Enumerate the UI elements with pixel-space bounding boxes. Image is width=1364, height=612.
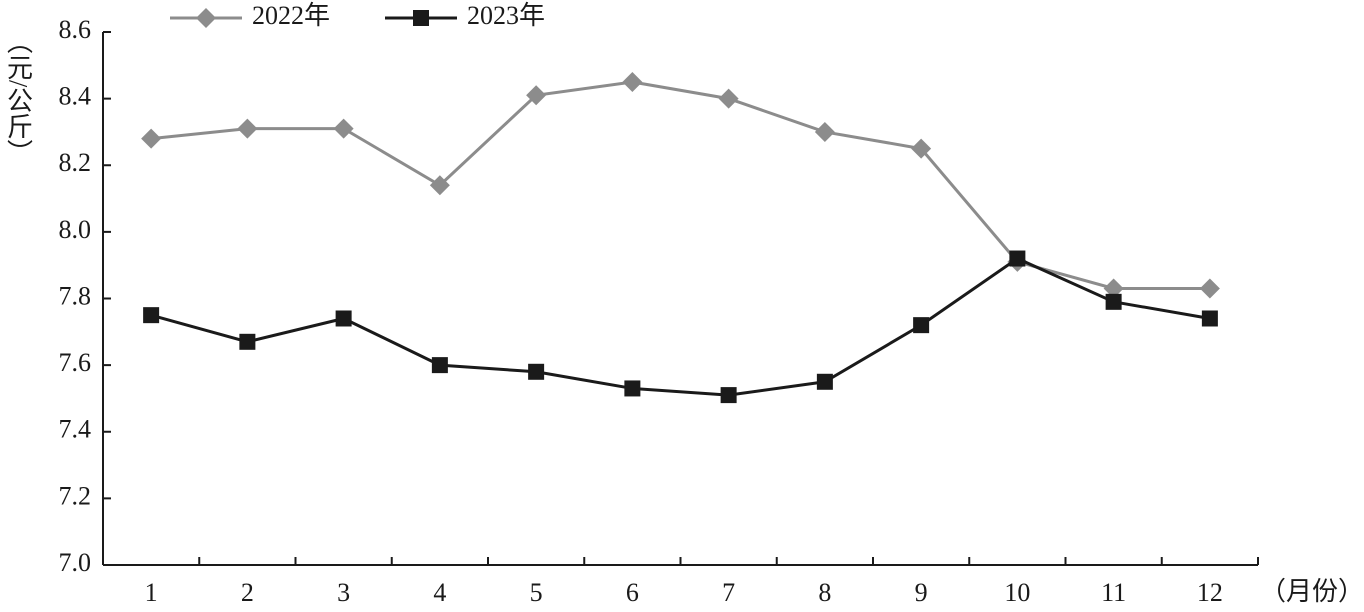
data-point [1009, 250, 1026, 267]
y-tick-label: 8.6 [59, 15, 92, 44]
data-point [429, 175, 450, 196]
data-point [239, 333, 256, 350]
data-point [333, 118, 354, 139]
legend-label: 2023年 [467, 1, 545, 30]
data-point [1103, 278, 1124, 299]
x-tick-label: 10 [1004, 578, 1030, 607]
data-point [624, 380, 641, 397]
data-point [816, 373, 833, 390]
x-tick-label: 5 [530, 578, 543, 607]
y-tick-label: 7.2 [59, 481, 92, 510]
data-point [237, 118, 258, 139]
data-point [720, 387, 737, 404]
data-point [911, 138, 932, 159]
y-tick-label: 7.0 [59, 548, 92, 577]
data-point [1199, 278, 1220, 299]
data-point [528, 363, 545, 380]
data-point [718, 88, 739, 109]
x-tick-label: 6 [626, 578, 639, 607]
x-tick-label: 9 [915, 578, 928, 607]
data-point [431, 357, 448, 374]
data-point [1201, 310, 1218, 327]
x-tick-label: 11 [1101, 578, 1126, 607]
series-line [150, 80, 1210, 291]
x-tick-label: 7 [722, 578, 735, 607]
data-point [335, 310, 352, 327]
x-tick-label: 4 [433, 578, 446, 607]
y-tick-label: 7.8 [59, 281, 92, 310]
y-tick-label: 7.6 [59, 348, 92, 377]
x-axis-title: （月份） [1260, 577, 1364, 606]
x-tick-label: 2 [241, 578, 254, 607]
data-point [1105, 293, 1122, 310]
data-point [913, 317, 930, 334]
legend-label: 2022年 [252, 1, 330, 30]
y-tick-label: 8.0 [59, 215, 92, 244]
x-tick-label: 12 [1197, 578, 1223, 607]
data-point [622, 71, 643, 92]
x-tick-label: 8 [818, 578, 831, 607]
legend-marker [196, 8, 216, 28]
y-tick-label: 7.4 [59, 415, 92, 444]
y-axis-title: （元/公斤） [4, 28, 33, 165]
legend-marker [413, 10, 429, 26]
data-point [814, 121, 835, 142]
y-tick-label: 8.4 [59, 82, 92, 111]
series-line [150, 256, 1211, 397]
data-point [141, 128, 162, 149]
x-tick-label: 1 [145, 578, 158, 607]
x-tick-label: 3 [337, 578, 350, 607]
y-tick-label: 8.2 [59, 148, 92, 177]
data-point [143, 307, 160, 324]
data-point [526, 85, 547, 106]
